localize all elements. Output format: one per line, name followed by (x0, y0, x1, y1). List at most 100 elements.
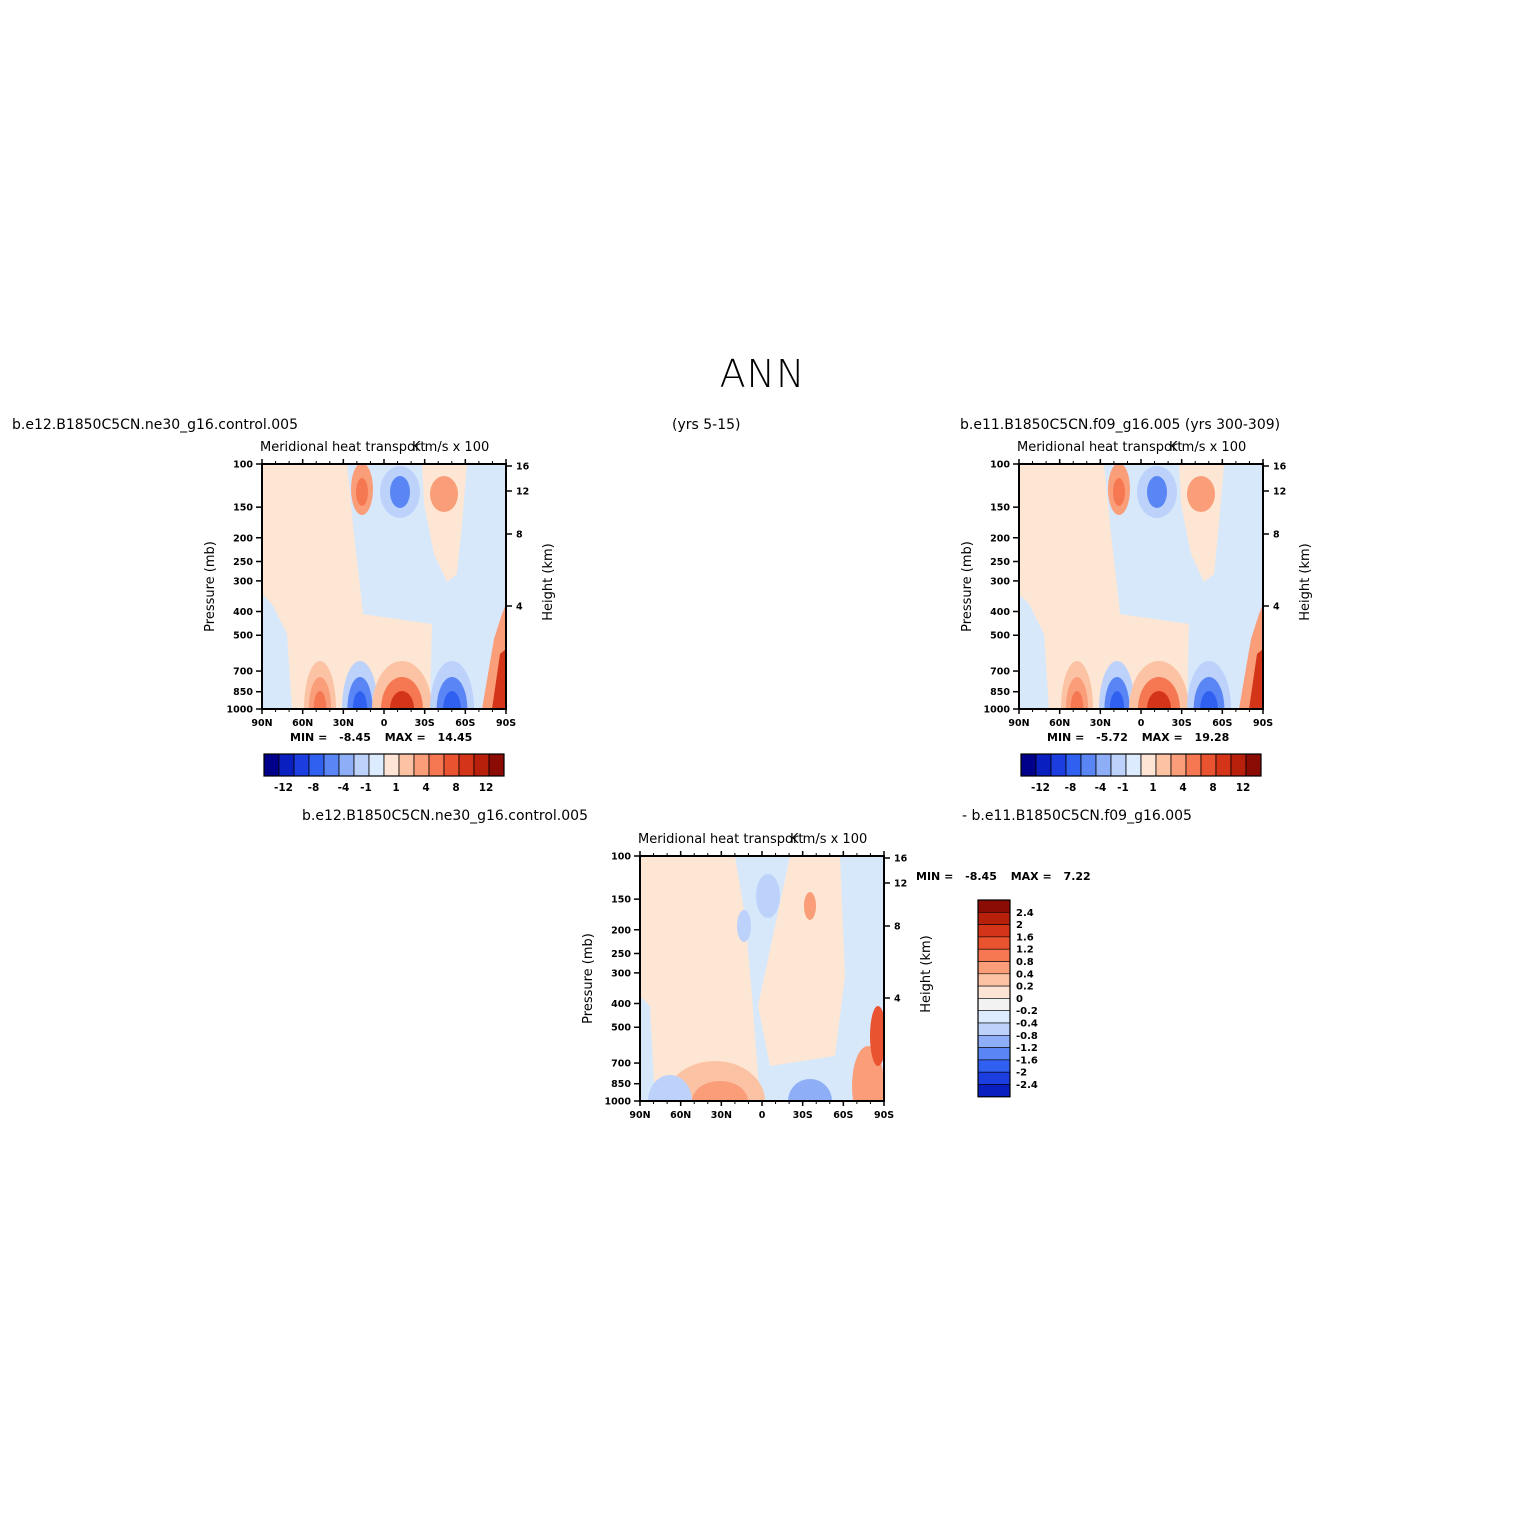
contour-fields (1019, 464, 1263, 709)
y-tick-label: 100 (611, 852, 631, 863)
y-tick-label: 850 (990, 687, 1010, 698)
colorbar-box (977, 924, 1011, 938)
colorbar-box (1230, 753, 1247, 777)
y-right-tick-label: 8 (1273, 530, 1280, 541)
chart-panel-2: Meridional heat transport K m/s x 100 10… (957, 440, 1317, 800)
colorbar-label: 4 (1179, 782, 1186, 794)
colorbar-frame (263, 753, 505, 777)
colorbar-box (977, 1022, 1011, 1036)
colorbar-box (1125, 753, 1142, 777)
y-axis-label-right: Height (km) (1298, 543, 1313, 620)
colorbar-label: 2 (1016, 920, 1023, 931)
colorbar-3: 2.421.6 1.20.80.4 0.20-0.2 -0.4-0.8-1.2-1.6… (977, 899, 1038, 1098)
upper-negative-jet-core (1147, 476, 1167, 508)
cell-30n-core (352, 691, 368, 709)
chart-units-2: K m/s x 100 (1169, 440, 1247, 455)
colorbar-box (338, 753, 355, 777)
chart-title-2: Meridional heat transport (1017, 440, 1183, 455)
max-value-2: 19.28 (1194, 731, 1230, 744)
chart-units-1: K m/s x 100 (412, 440, 490, 455)
colorbar-box (278, 753, 295, 777)
upper-negative-jet-core (390, 476, 410, 508)
y-tick-label: 300 (233, 576, 253, 587)
x-tick-label: 60S (833, 1110, 853, 1121)
max-value-1: 14.45 (437, 731, 473, 744)
y-tick-label: 250 (611, 949, 631, 960)
colorbar-label: -2 (1016, 1068, 1027, 1079)
colorbar-box (977, 973, 1011, 987)
y-tick-label: 700 (233, 667, 253, 678)
y-tick-label: 200 (990, 533, 1010, 544)
y-tick-label: 850 (233, 687, 253, 698)
chart-title-1: Meridional heat transport (260, 440, 426, 455)
colorbar-label: -4 (338, 782, 350, 794)
colorbar-label: 1.2 (1016, 945, 1034, 956)
x-tick-label: 30S (415, 718, 435, 729)
y-right-tick-label: 4 (1273, 602, 1280, 613)
y-right-tick-label: 8 (516, 530, 523, 541)
colorbar-label: 4 (422, 782, 429, 794)
colorbar-label: 8 (452, 782, 459, 794)
min-value-1: -8.45 (339, 731, 371, 744)
y-axis-label-right: Height (km) (919, 935, 934, 1012)
y-tick-label: 1000 (227, 705, 254, 716)
south-polar-positive-core (1249, 649, 1263, 709)
contour-plot-2: 100 150 200 250 300 400 500 700 850 1000 16 12 8 4 90N… (960, 459, 1313, 729)
colorbar-label: 0 (1016, 994, 1023, 1005)
colorbar-box (1200, 753, 1217, 777)
x-tick-label: 30S (793, 1110, 813, 1121)
positive-region-north (1019, 464, 1129, 709)
colorbar-box (977, 998, 1011, 1012)
min-max-2: MIN = -5.72 MAX = 19.28 (1047, 731, 1229, 744)
colorbar-box (473, 753, 490, 777)
x-tick-label: 30N (1090, 718, 1111, 729)
colorbar-label: -1.2 (1016, 1043, 1038, 1054)
diff-negative-south-lower (788, 1079, 832, 1101)
colorbar-box (977, 899, 1011, 913)
contour-fields (640, 856, 884, 1101)
y-axis-label: Pressure (mb) (960, 541, 975, 632)
y-tick-label: 150 (611, 895, 631, 906)
x-tick-label: 30N (333, 718, 354, 729)
colorbar-box (398, 753, 415, 777)
colorbar-box (413, 753, 430, 777)
south-polar-positive-core (492, 649, 506, 709)
y-tick-label: 250 (990, 557, 1010, 568)
min-label-2: MIN = (1047, 731, 1085, 744)
colorbar-box (1110, 753, 1127, 777)
colorbar-box (1155, 753, 1172, 777)
y-tick-label: 400 (233, 607, 253, 618)
colorbar-label: 1.6 (1016, 932, 1034, 943)
colorbar-box (977, 1084, 1011, 1098)
colorbar-label: -2.4 (1016, 1080, 1038, 1091)
y-tick-label: 100 (233, 460, 253, 471)
diff-negative-north-lower (648, 1075, 692, 1101)
x-tick-label: 90N (1008, 718, 1029, 729)
max-label-3: MAX = (1010, 870, 1052, 883)
y-tick-label: 300 (611, 968, 631, 979)
y-tick-label: 200 (611, 925, 631, 936)
cell-30n-core (1109, 691, 1125, 709)
diff-positive-lower-core (692, 1081, 748, 1101)
y-tick-label: 100 (990, 460, 1010, 471)
colorbar-box (977, 1047, 1011, 1061)
colorbar-label: -1.6 (1016, 1055, 1038, 1066)
y-right-tick-label: 12 (516, 487, 529, 498)
max-value-3: 7.22 (1063, 870, 1091, 883)
case-label-top-left: b.e12.B1850C5CN.ne30_g16.control.005 (12, 417, 298, 433)
y-tick-label: 300 (990, 576, 1010, 587)
diff-negative-mid (737, 910, 751, 942)
x-tick-label: 0 (759, 1110, 766, 1121)
contour-plot-3: 100 150 200 250 300 400 500 700 850 1000 16 12 8 4 90N… (581, 851, 934, 1121)
colorbar-label: -0.8 (1016, 1031, 1038, 1042)
colorbar-box (383, 753, 400, 777)
y-right-tick-label: 16 (516, 462, 530, 473)
colorbar-label: 12 (1236, 782, 1251, 794)
x-tick-label: 30S (1172, 718, 1192, 729)
x-tick-label: 60S (455, 718, 475, 729)
colorbar-box (977, 985, 1011, 999)
colorbar-label: 2.4 (1016, 908, 1034, 919)
x-tick-label: 0 (381, 718, 388, 729)
x-tick-label: 90S (874, 1110, 894, 1121)
colorbar-box (977, 1035, 1011, 1048)
